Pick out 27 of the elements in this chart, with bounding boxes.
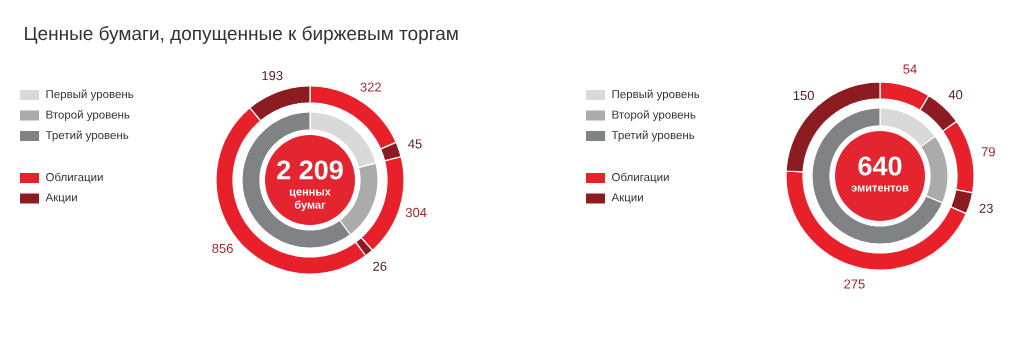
data-label: 193 <box>262 71 283 81</box>
data-label: 40 <box>948 90 963 100</box>
legend-label: Акции <box>611 193 643 204</box>
data-label: 79 <box>981 147 995 157</box>
text: 2 209 <box>277 160 343 180</box>
legend-label: Третий уровень <box>611 130 695 142</box>
data-label: 45 <box>408 139 422 149</box>
legend-label: Первый уровень <box>612 89 700 101</box>
legend-label: Второй уровень <box>612 110 696 121</box>
data-label: 322 <box>360 82 381 92</box>
legend-label: Второй уровень <box>46 110 130 121</box>
text: эмитентов <box>851 185 909 192</box>
legend-label: Облигации <box>46 172 103 184</box>
data-label: 304 <box>405 207 427 218</box>
legend-label: Первый уровень <box>46 89 134 101</box>
data-label: 23 <box>979 203 993 213</box>
data-label: 150 <box>793 90 814 101</box>
data-label: 275 <box>844 279 865 289</box>
data-label: 54 <box>903 64 917 74</box>
data-label: 26 <box>373 261 387 271</box>
text: ценных бумаг <box>289 189 331 211</box>
legend-label: Акции <box>45 193 77 204</box>
legend-label: Третий уровень <box>45 130 129 142</box>
text: 640 <box>858 156 902 176</box>
data-label: 856 <box>212 243 233 253</box>
chart-title: Ценные бумаги, допущенные к биржевым торгам <box>25 26 458 44</box>
legend-label: Облигации <box>612 172 669 184</box>
